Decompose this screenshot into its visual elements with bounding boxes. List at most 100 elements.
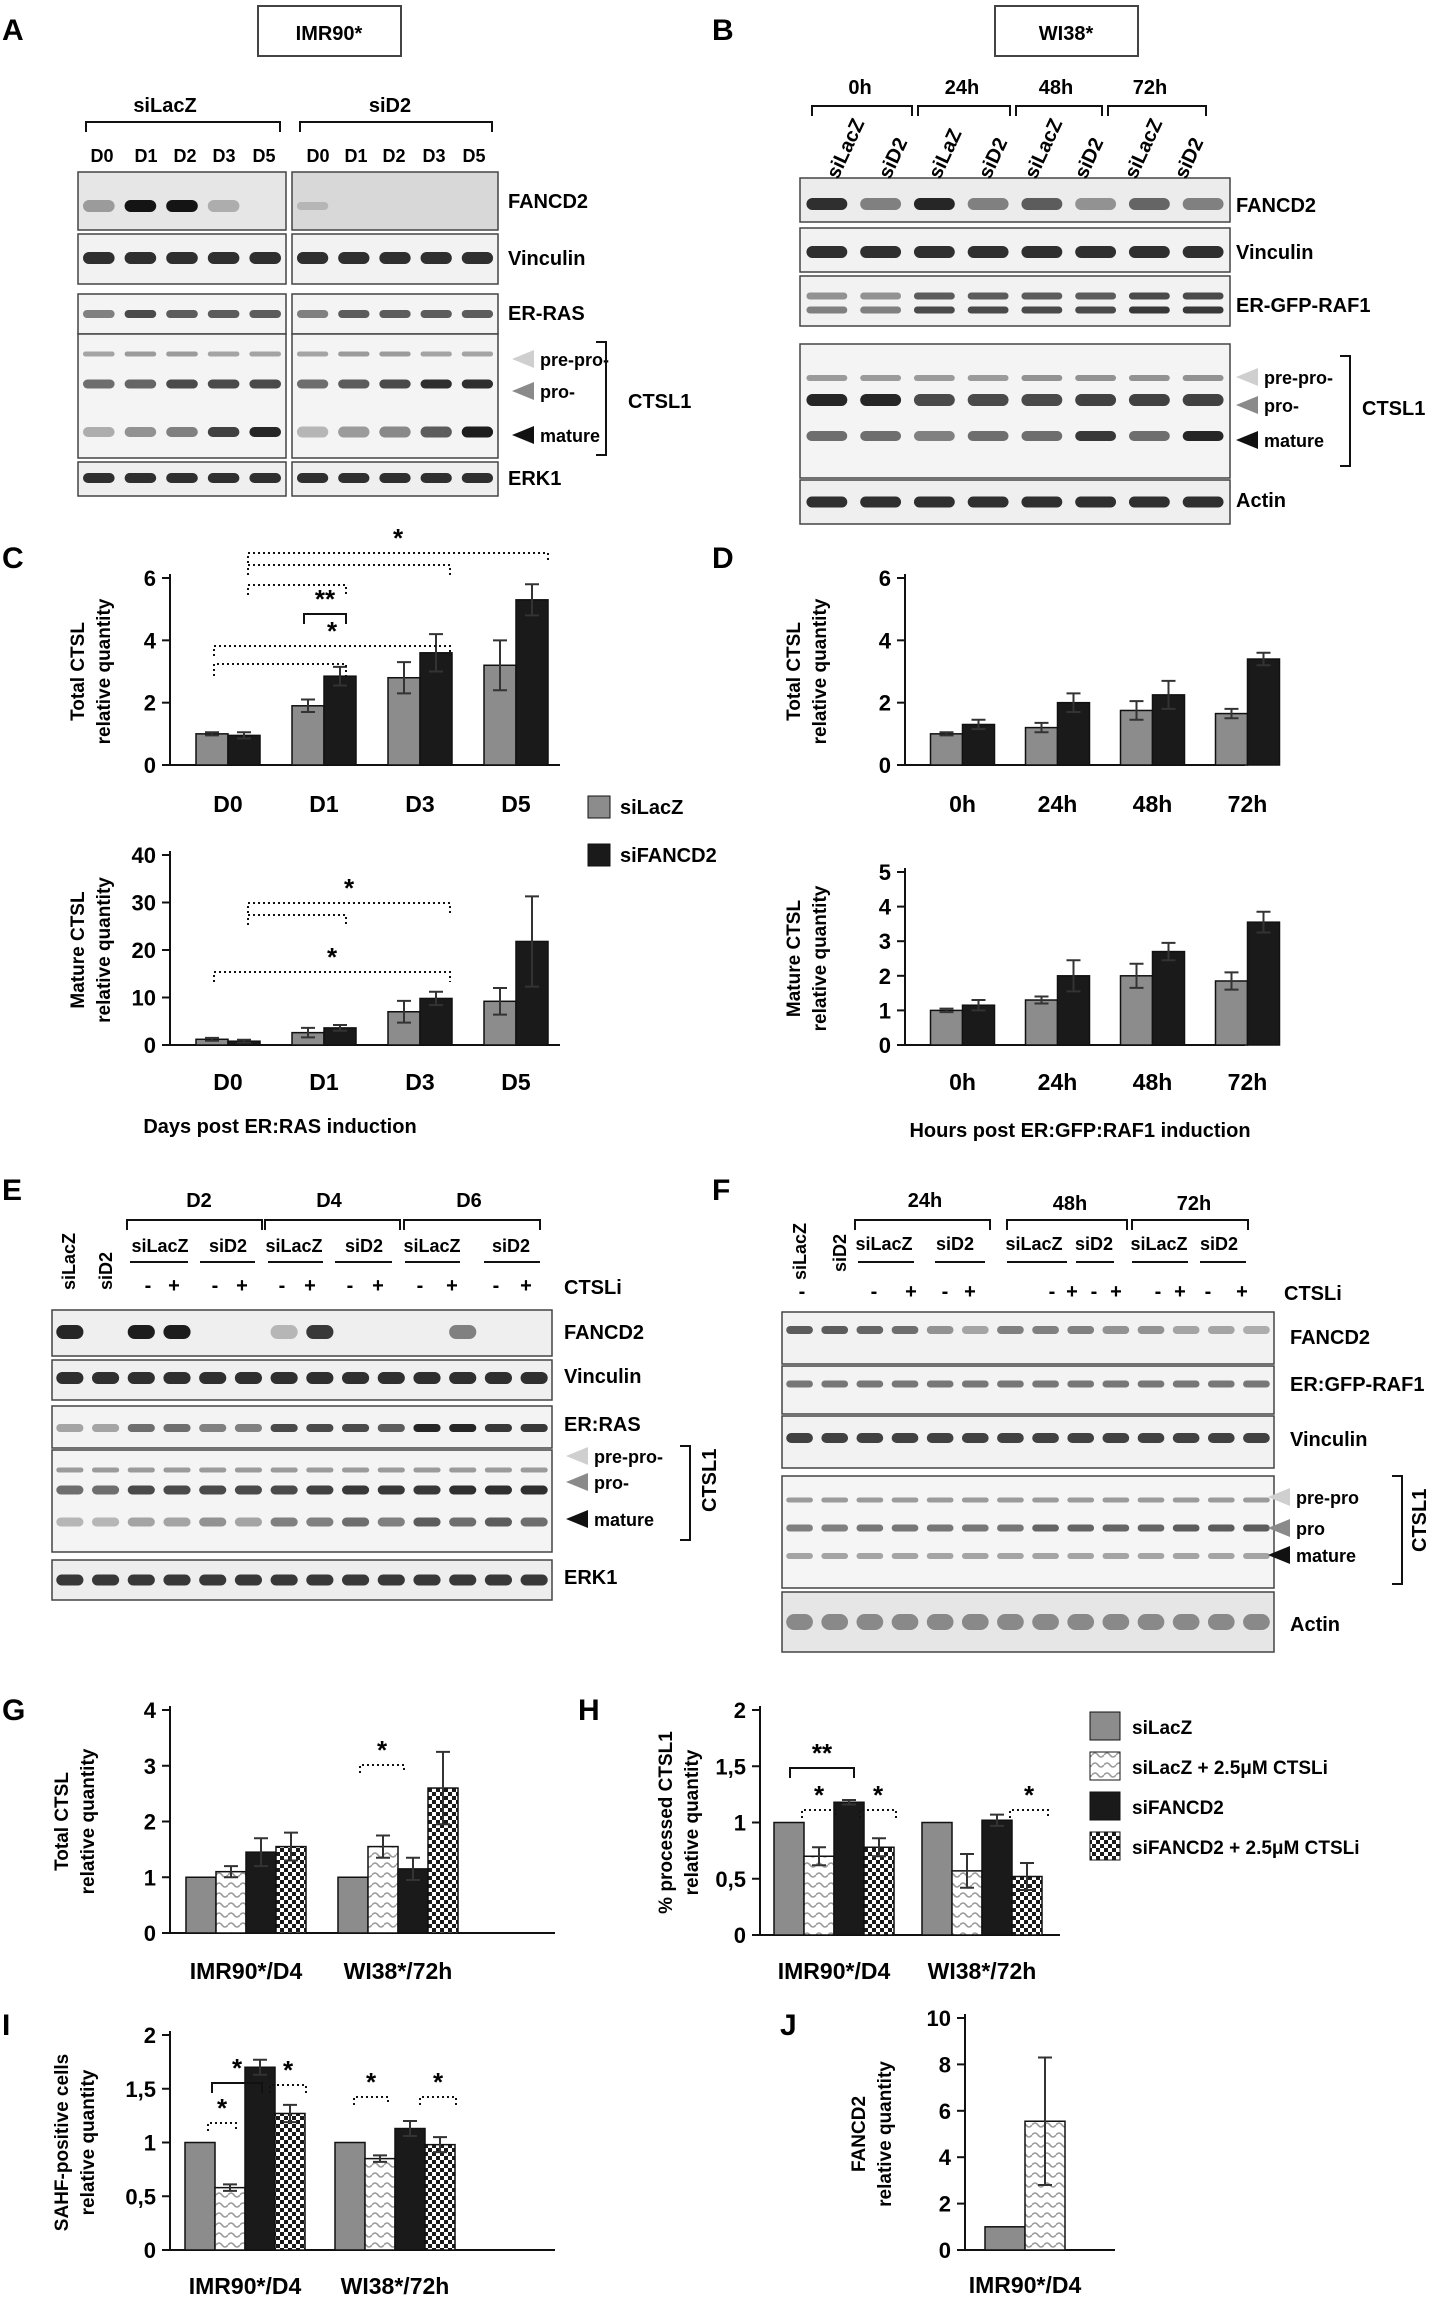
blot-strip xyxy=(77,333,287,459)
significance-star: * xyxy=(232,2053,243,2083)
category-label: D3 xyxy=(405,791,434,817)
lane-label: D3 xyxy=(422,146,445,166)
blot-strip xyxy=(291,333,499,459)
error-bar xyxy=(224,1865,238,1879)
bar-sifancd2-2-5-m-ctsli-wi38-72h xyxy=(424,2143,456,2251)
significance-star: * xyxy=(217,2093,228,2123)
sign: - xyxy=(1049,1281,1056,1303)
legend-swatch-silacz-ctsli xyxy=(1089,1751,1121,1781)
chart-d-top: 0 2 4 6 Total CTSL relative quantity 0h 24h 48h 7… xyxy=(784,566,1281,817)
chart-c-top: 0 2 4 6 Total CTSL relative quantity D0 D1 D3 D5 xyxy=(68,566,560,817)
category-label: IMR90*/D4 xyxy=(778,1958,891,1984)
category-label: 24h xyxy=(1038,791,1078,817)
sign: + xyxy=(446,1275,458,1297)
arrow-mature-icon xyxy=(1236,431,1258,449)
time-label-b-72h: 72h xyxy=(1133,77,1167,99)
significance-bracket: * xyxy=(801,1780,837,1818)
y-axis-label: relative quantity xyxy=(94,598,115,744)
significance-bracket: * xyxy=(247,873,451,913)
error-bar xyxy=(1161,679,1176,710)
lane-label: D2 xyxy=(173,146,196,166)
y-tick-label: 40 xyxy=(132,843,156,868)
blot-label-a-ctsl1: CTSL1 xyxy=(628,391,691,413)
significance-bracket: * xyxy=(859,1780,897,1818)
bar-sifancd2-2-5-m-ctsli-imr90-d4 xyxy=(274,2112,306,2251)
sign: - xyxy=(347,1275,354,1297)
ctsl1-bracket-f xyxy=(1392,1475,1403,1585)
y-axis-label: relative quantity xyxy=(875,2061,896,2207)
y-tick-label: 5 xyxy=(879,860,891,885)
significance-star: * xyxy=(814,1780,825,1810)
control-lane-f-sid2: siD2 xyxy=(830,1234,850,1272)
y-tick-label: 2 xyxy=(144,1810,156,1835)
y-tick-label: 20 xyxy=(132,938,156,963)
condition-label: siD2 xyxy=(936,1234,974,1254)
error-bar xyxy=(1020,1862,1034,1891)
sign: + xyxy=(1066,1281,1078,1303)
y-tick-label: 10 xyxy=(132,986,156,1011)
error-bar xyxy=(406,1856,420,1882)
bar-sifancd2-imr90-d4 xyxy=(833,1801,865,1936)
y-tick-label: 6 xyxy=(144,566,156,591)
y-axis-label: relative quantity xyxy=(94,877,115,1023)
blot-label-a-erk1: ERK1 xyxy=(508,468,561,490)
group-bracket-a-2 xyxy=(299,121,493,132)
blot-strip xyxy=(51,1405,553,1449)
significance-star: * xyxy=(344,873,355,903)
lane-label: siLacZ xyxy=(1021,115,1068,182)
error-bar xyxy=(403,2120,417,2138)
lane-label: D3 xyxy=(212,146,235,166)
lane-label: siD2 xyxy=(1171,135,1209,183)
blot-strip xyxy=(51,1309,553,1357)
error-bar xyxy=(1256,910,1271,934)
bar-silacz-2-5-m-ctsli-imr90-d4 xyxy=(803,1855,835,1936)
panel-letter-e: E xyxy=(2,1174,22,1207)
bar-silacz-imr90-d4 xyxy=(773,1821,805,1936)
bar-silacz-wi38-72h xyxy=(921,1821,953,1936)
error-bar xyxy=(493,987,507,1016)
y-tick-label: 0,5 xyxy=(715,1867,746,1892)
chart-d-bottom: 0 1 2 3 4 5 Mature CTSL relative quantity 0h 24h 4… xyxy=(784,860,1281,1095)
blot-strip xyxy=(781,1591,1275,1653)
blot-label-b-er-gfp-raf1: ER-GFP-RAF1 xyxy=(1236,295,1370,317)
form-label-f-mature: mature xyxy=(1296,1546,1356,1566)
time-label-f-72h: 72h xyxy=(1177,1193,1211,1215)
blot-label-b-vinculin: Vinculin xyxy=(1236,242,1313,264)
panel-letter-j: J xyxy=(780,2009,797,2042)
y-tick-label: 10 xyxy=(927,2006,951,2031)
day-brackets-e xyxy=(126,1219,541,1230)
legend-label-sifancd2-ctsli: siFANCD2 + 2.5μM CTSLi xyxy=(1132,1838,1360,1859)
form-label-a-pro: pro- xyxy=(540,382,575,402)
ctsli-label-f: CTSLi xyxy=(1284,1283,1342,1305)
y-axis-label: % processed CTSL1 xyxy=(656,1731,677,1914)
significance-bracket: * xyxy=(419,2067,457,2105)
bar-silacz-d0 xyxy=(195,733,229,766)
significance-bracket: ** xyxy=(789,1738,855,1778)
blot-strip xyxy=(291,233,499,285)
time-label-f-48h: 48h xyxy=(1053,1193,1087,1215)
y-tick-label: 0 xyxy=(144,2238,156,2263)
significance-star: * xyxy=(433,2067,444,2097)
error-bar xyxy=(333,1024,347,1032)
panel-letter-b: B xyxy=(712,14,734,47)
bar-sifancd2-0h xyxy=(961,723,996,766)
significance-star: * xyxy=(1024,1780,1035,1810)
arrow-prepro-icon xyxy=(512,350,534,368)
y-tick-label: 4 xyxy=(144,1698,157,1723)
blot-strip xyxy=(799,479,1231,525)
time-brackets-f xyxy=(854,1219,1249,1230)
y-tick-label: 4 xyxy=(939,2145,952,2170)
error-bar xyxy=(253,2058,267,2076)
bar-sifancd2-0h xyxy=(961,1004,996,1046)
y-axis-label: Total CTSL xyxy=(68,622,89,721)
chart-h: 0 0,5 1 1,5 2 % processed CTSL1 relative quant… xyxy=(656,1698,1060,1984)
error-bar xyxy=(971,718,986,731)
condition-label: siLacZ xyxy=(1005,1234,1062,1254)
bar-silacz-0h xyxy=(929,733,964,766)
category-label: 48h xyxy=(1133,1069,1173,1095)
lane-label: D2 xyxy=(382,146,405,166)
y-axis-label: SAHF-positive cells xyxy=(52,2054,73,2231)
panel-letter-f: F xyxy=(712,1174,730,1207)
blot-label-b-actin: Actin xyxy=(1236,490,1286,512)
